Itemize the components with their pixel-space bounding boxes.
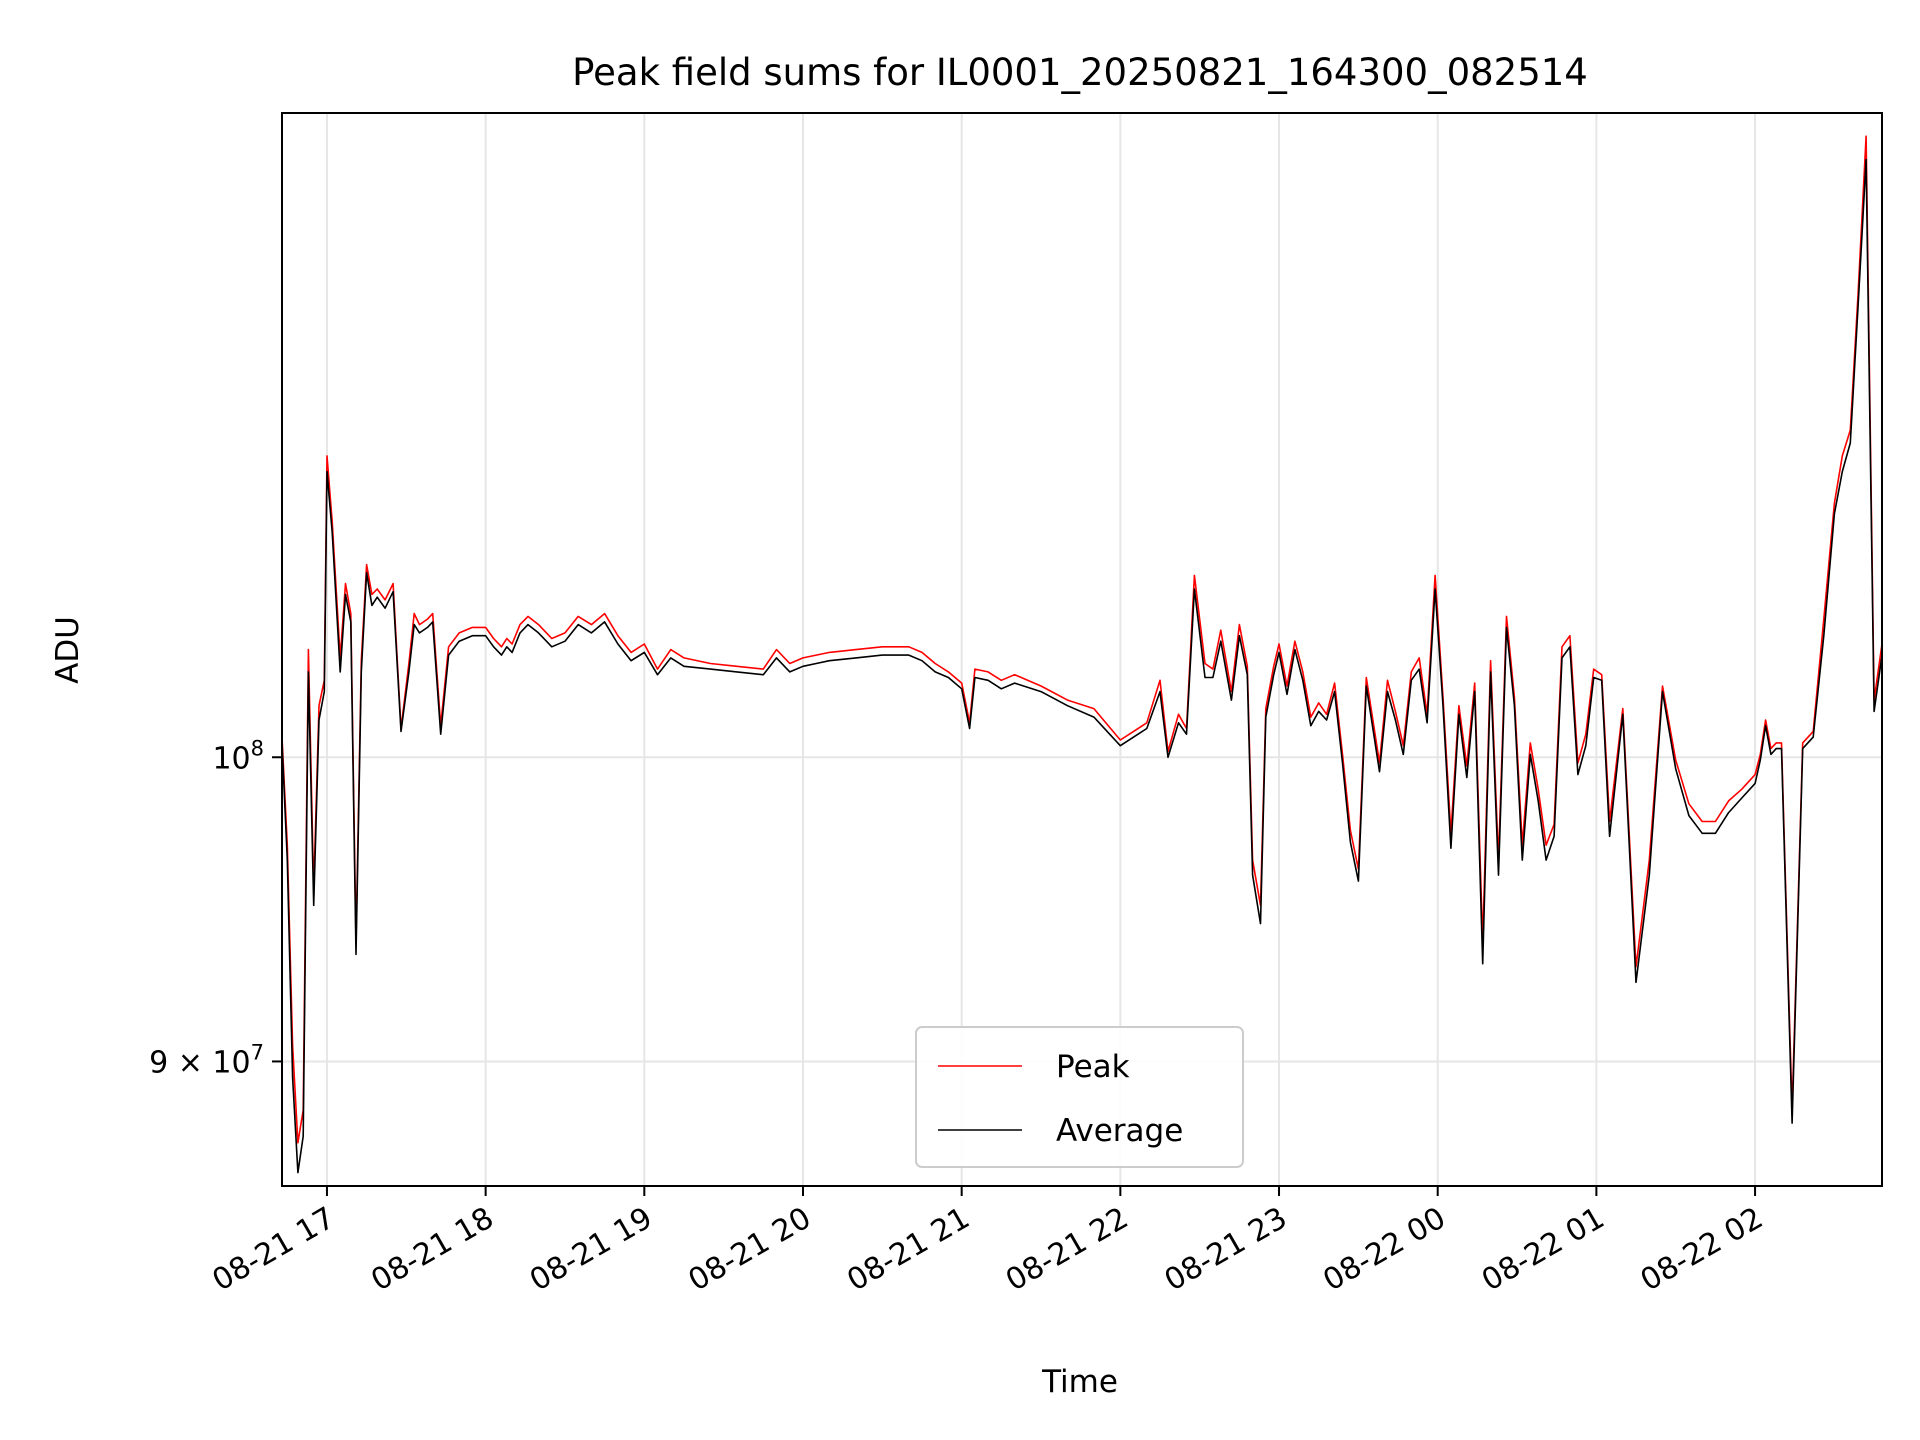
grid-lines bbox=[282, 113, 1882, 1186]
series-line-average bbox=[281, 158, 1883, 1174]
x-axis-label: Time bbox=[1041, 1364, 1118, 1400]
legend-label-peak: Peak bbox=[1056, 1049, 1130, 1085]
plot-area-frame bbox=[281, 112, 1883, 1187]
legend: Peak Average bbox=[915, 1026, 1244, 1168]
y-tick-label: 9 × 107 bbox=[149, 1040, 264, 1080]
chart-title: Peak field sums for IL0001_20250821_1643… bbox=[572, 51, 1588, 94]
y-axis-label: ADU bbox=[50, 616, 86, 684]
legend-label-average: Average bbox=[1056, 1113, 1183, 1149]
legend-box bbox=[915, 1026, 1244, 1168]
y-tick-label: 108 bbox=[212, 736, 264, 776]
plot-series bbox=[281, 135, 1883, 1174]
y-axis-ticks: 9 × 107 108 bbox=[149, 736, 282, 1080]
